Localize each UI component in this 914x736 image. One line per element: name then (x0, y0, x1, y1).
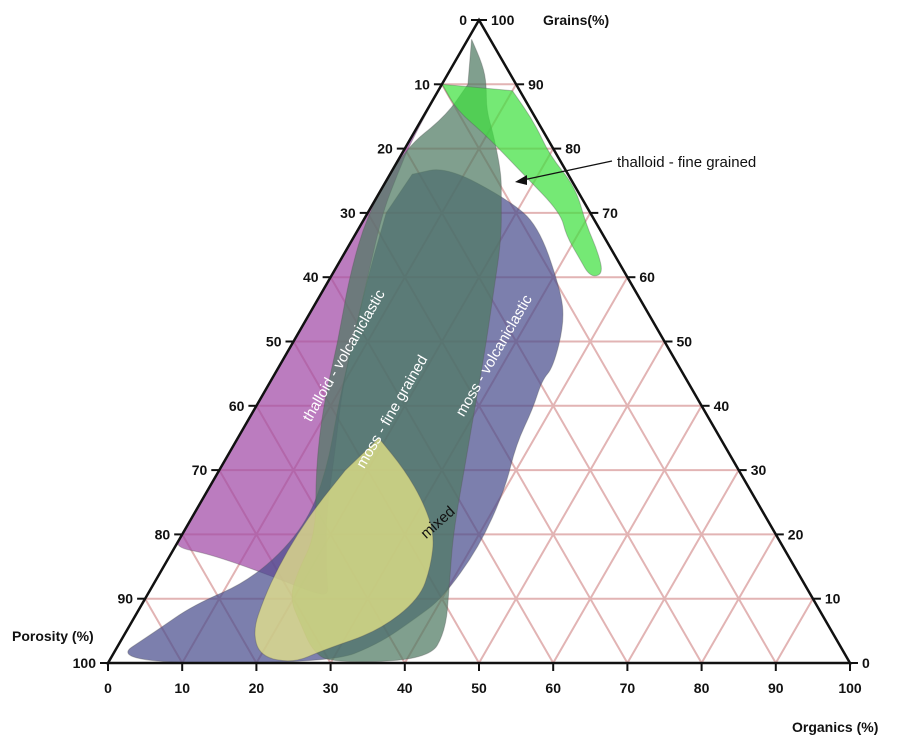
grid-line-organics-70 (626, 469, 740, 664)
tick-label-porosity-80: 80 (155, 526, 171, 542)
tick-label-porosity-70: 70 (192, 462, 208, 478)
tick-label-grains-0: 0 (862, 655, 870, 671)
tick-label-porosity-10: 10 (414, 76, 430, 92)
tick-label-organics-70: 70 (620, 680, 636, 696)
tick-label-grains-70: 70 (602, 205, 618, 221)
annotation-arrow (515, 160, 613, 185)
axis-title-grains: Grains(%) (543, 12, 609, 28)
label-thalloid-fine-grained: thalloid - fine grained (617, 154, 756, 171)
tick-label-grains-90: 90 (528, 76, 544, 92)
tick-label-organics-40: 40 (397, 680, 413, 696)
tick-label-organics-10: 10 (174, 680, 190, 696)
tick-label-porosity-50: 50 (266, 334, 282, 350)
tick-label-grains-40: 40 (714, 398, 730, 414)
tick-label-grains-80: 80 (565, 141, 581, 157)
tick-label-organics-0: 0 (104, 680, 112, 696)
axis-title-organics: Organics (%) (792, 719, 878, 735)
tick-label-grains-100: 100 (491, 12, 515, 28)
tick-marks: 0 0 0 10 10 10 20 20 20 30 30 30 40 40 40 50 50 50 60 60 60 7… (73, 12, 870, 696)
tick-label-porosity-100: 100 (73, 655, 97, 671)
regions (127, 39, 602, 664)
tick-label-grains-50: 50 (677, 334, 693, 350)
tick-label-porosity-20: 20 (377, 141, 393, 157)
axis-title-porosity: Porosity (%) (12, 628, 94, 644)
tick-label-grains-60: 60 (639, 269, 655, 285)
tick-label-porosity-40: 40 (303, 269, 319, 285)
grid-line-organics-50 (478, 341, 666, 664)
tick-label-organics-90: 90 (768, 680, 784, 696)
tick-label-organics-20: 20 (249, 680, 265, 696)
tick-label-porosity-60: 60 (229, 398, 245, 414)
tick-label-grains-30: 30 (751, 462, 767, 478)
tick-label-porosity-30: 30 (340, 205, 356, 221)
grid-line-organics-60 (552, 405, 703, 664)
tick-label-organics-30: 30 (323, 680, 339, 696)
tick-label-grains-10: 10 (825, 591, 841, 607)
tick-label-porosity-0: 0 (459, 12, 467, 28)
tick-label-organics-100: 100 (838, 680, 862, 696)
region-thalloid-fine-grained (440, 83, 602, 277)
tick-label-organics-50: 50 (471, 680, 487, 696)
tick-label-porosity-90: 90 (118, 591, 134, 607)
tick-label-grains-20: 20 (788, 526, 804, 542)
grid-line-organics-80 (700, 533, 777, 664)
tick-label-organics-80: 80 (694, 680, 710, 696)
grid-line-organics-90 (774, 598, 814, 664)
tick-label-organics-60: 60 (545, 680, 561, 696)
region-mixed (254, 437, 434, 662)
